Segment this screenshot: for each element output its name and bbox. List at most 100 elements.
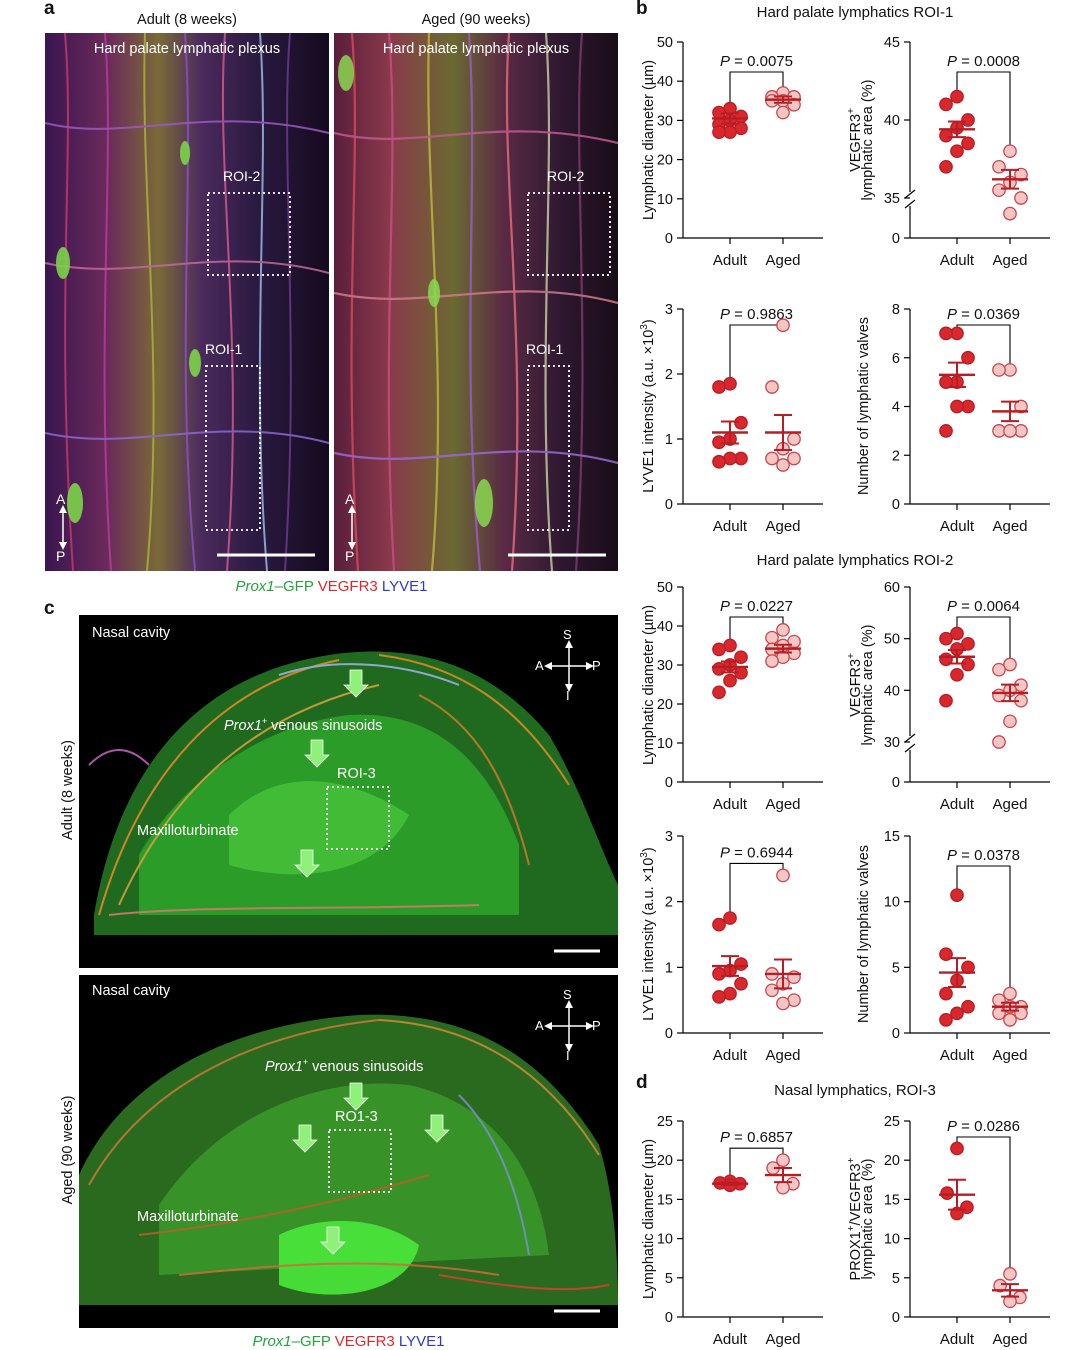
x-tick-label-adult: Adult: [713, 1047, 748, 1064]
y-tick-label: 50: [657, 580, 673, 596]
hard-palate-image-adult: [45, 33, 329, 571]
y-label-tail: ): [641, 319, 657, 324]
p-symbol: P: [947, 598, 957, 615]
x-tick-label-aged: Aged: [765, 518, 800, 535]
data-point-adult: [939, 1013, 953, 1027]
legend-gene: Prox1: [235, 578, 275, 595]
significance-bracket: [729, 324, 784, 378]
axis-posterior: P: [592, 658, 601, 673]
significance-bracket: [729, 71, 784, 103]
y-tick-label: 2: [892, 448, 900, 464]
y-label-tail: ): [641, 847, 657, 852]
y-tick-label: 0: [892, 497, 900, 513]
data-point-aged: [765, 630, 779, 645]
data-point-aged: [992, 159, 1006, 174]
dot-plot-8: 0 5 10 15 Adult Aged Number of lymphatic valve…: [856, 829, 1050, 1064]
y-label-sup: 3: [639, 852, 650, 858]
roi1-label: ROI-1: [526, 341, 564, 357]
data-point-aged: [1003, 1013, 1017, 1027]
p-symbol: P: [947, 306, 957, 323]
y-tick-label: 10: [884, 895, 900, 911]
dot-plot-5: 0 10 20 30 40 50 Adult Aged Lymphatic diameter (…: [641, 580, 823, 813]
y-tick-label: 25: [884, 1114, 900, 1130]
p-symbol: P: [947, 1118, 957, 1135]
data-point-aged: [776, 105, 790, 120]
y-tick-label: 5: [892, 960, 900, 976]
data-point-aged: [992, 662, 1006, 677]
axis-superior: S: [563, 627, 572, 642]
data-point-adult: [712, 685, 726, 700]
roi3-label: RO1-3: [335, 1109, 378, 1125]
y-axis-label: Lymphatic diameter (µm): [641, 605, 657, 765]
data-point-adult: [734, 650, 748, 665]
y-tick-label: 50: [657, 35, 673, 51]
data-point-adult: [712, 967, 726, 981]
p-value: = 0.0227: [730, 598, 793, 615]
significance-bracket: [729, 1147, 784, 1176]
p-value-label: P = 0.0064: [947, 598, 1020, 615]
data-point-adult: [961, 999, 975, 1014]
y-axis-label: Lymphatic diameter (µm): [641, 60, 657, 220]
data-point-adult: [961, 350, 975, 365]
data-point-aged: [1003, 714, 1017, 729]
nasal-micrograph-adult: Nasal cavity Prox1+ venous sinusoids ROI…: [79, 615, 618, 968]
y-label-main: LYVE1 intensity (a.u. ×10: [641, 858, 657, 1021]
data-point-aged: [787, 432, 801, 446]
y-label-line1: VEGFR3: [848, 659, 864, 717]
axis-break-mark: [904, 743, 916, 753]
y-tick-label: 0: [665, 497, 673, 513]
dot-plot-4: 0 2 4 6 8 Adult Aged Number of lymphatic valves…: [856, 302, 1050, 535]
nasal-cavity-image-aged: [79, 1000, 618, 1313]
y-tick-label: 35: [884, 191, 900, 207]
image-label-plexus: Hard palate lymphatic plexus: [382, 41, 570, 57]
dot-plot-1: 0 10 20 30 40 50 Adult Aged Lymphatic diameter (…: [641, 35, 823, 269]
data-point-aged: [776, 1153, 790, 1168]
y-axis-label: VEGFR3+ lymphatic area (%): [846, 625, 876, 746]
p-value: = 0.0075: [730, 53, 793, 70]
y-tick-label: 25: [657, 1114, 673, 1130]
y-tick-label: 5: [892, 1271, 900, 1287]
roi1-label: ROI-1: [205, 341, 243, 357]
y-label-mid: /VEGFR3: [848, 1163, 864, 1225]
data-point-aged: [776, 868, 790, 883]
significance-bracket: [729, 862, 784, 913]
nasal-cavity-label: Nasal cavity: [92, 983, 171, 999]
data-point-adult: [712, 125, 726, 140]
data-point-adult: [940, 1186, 954, 1200]
data-point-adult: [961, 636, 975, 651]
y-tick-label: 40: [884, 683, 900, 699]
data-point-aged: [776, 996, 790, 1011]
data-point-aged: [992, 1006, 1006, 1021]
x-tick-label-aged: Aged: [765, 252, 800, 269]
data-point-adult: [939, 986, 953, 1001]
image-title-aged: Aged (90 weeks): [421, 12, 531, 28]
data-point-adult: [939, 159, 953, 174]
data-point-aged: [776, 318, 790, 333]
data-point-aged: [1014, 399, 1028, 414]
data-point-adult: [950, 1006, 964, 1021]
dot-plot-6: 0 30 40 50 60 Adult Aged VEGFR3+ lymphatic area …: [846, 580, 1050, 813]
nasal-cavity-image-adult: [88, 640, 618, 953]
p-symbol: P: [947, 53, 957, 70]
y-tick-label: 6: [892, 351, 900, 367]
y-tick-label: 60: [884, 580, 900, 596]
data-point-aged: [1003, 986, 1017, 1001]
y-tick-label: 5: [665, 1271, 673, 1287]
significance-bracket: [956, 71, 1011, 146]
y-tick-label: 15: [657, 1192, 673, 1208]
panel-letter-d: d: [636, 1072, 648, 1093]
legend-lyve1: LYVE1: [381, 578, 428, 595]
x-tick-label-aged: Aged: [992, 518, 1027, 535]
data-point-adult: [939, 693, 953, 708]
p-value: = 0.0378: [957, 847, 1020, 864]
x-tick-label-aged: Aged: [765, 796, 800, 813]
p-value: = 0.0008: [957, 53, 1020, 70]
y-tick-label: 4: [892, 400, 900, 416]
significance-bracket: [729, 616, 784, 640]
y-label-sup: +: [846, 1225, 857, 1231]
data-point-aged: [765, 983, 779, 998]
y-tick-label: 0: [665, 775, 673, 791]
y-label-sup: +: [846, 1157, 857, 1163]
roi2-label: ROI-2: [547, 168, 585, 184]
